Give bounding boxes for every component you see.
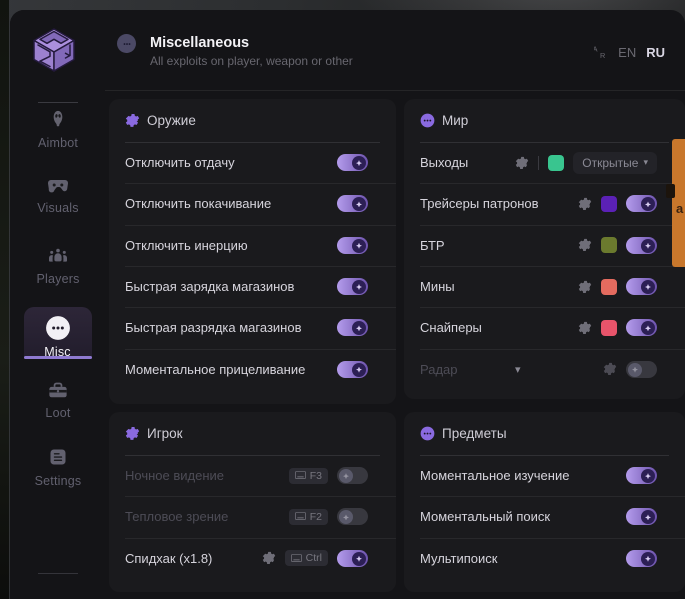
svg-text:A: A — [594, 44, 598, 53]
svg-text:R: R — [600, 51, 605, 60]
